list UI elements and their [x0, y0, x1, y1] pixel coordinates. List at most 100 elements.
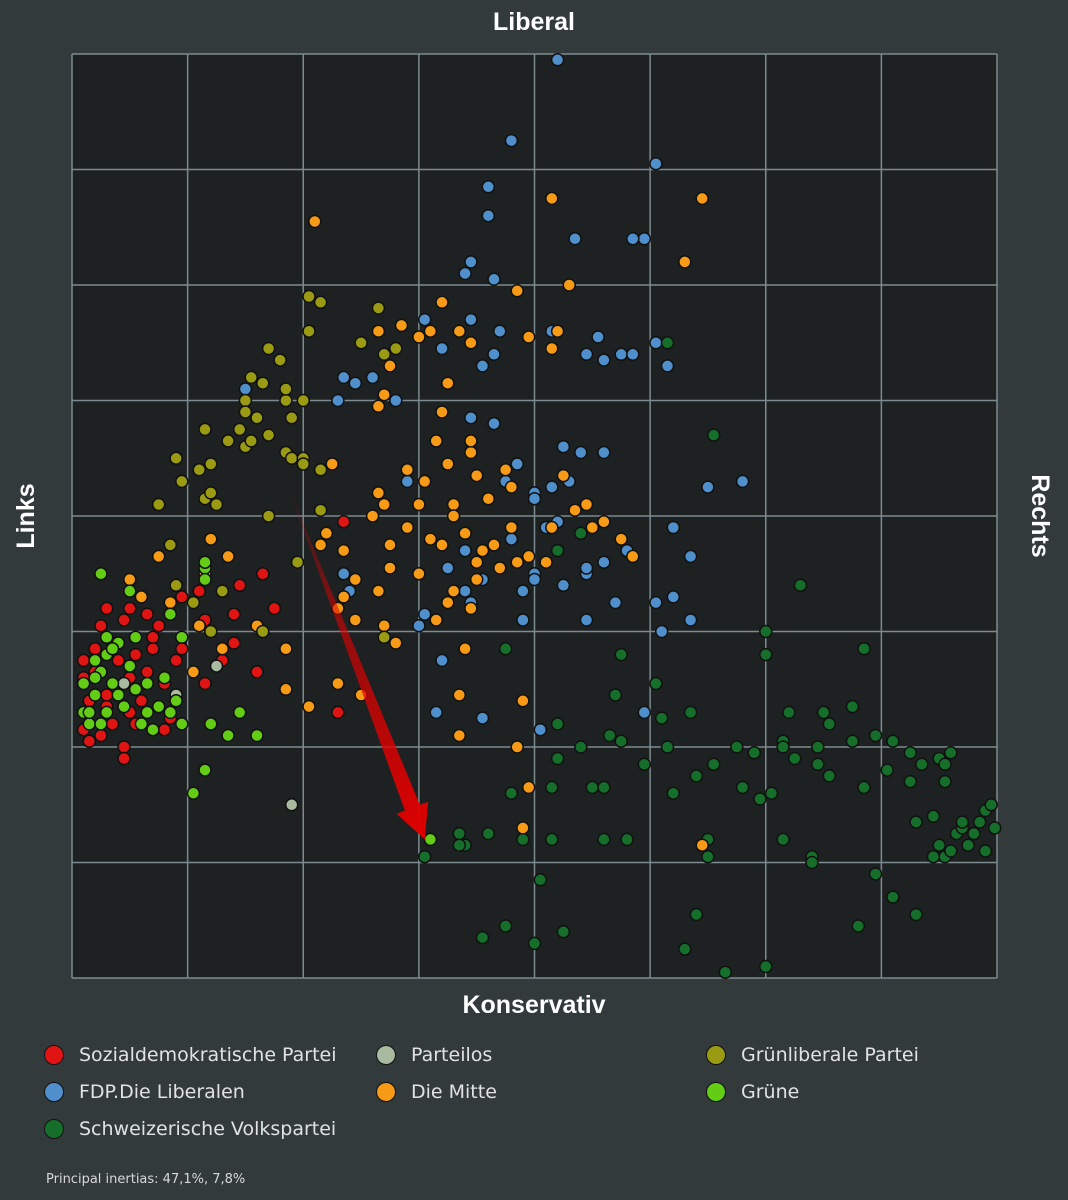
data-point-glp[interactable]: [192, 463, 206, 477]
data-point-fdp[interactable]: [533, 722, 548, 737]
data-point-glp[interactable]: [377, 347, 391, 362]
data-point-mitte[interactable]: [469, 468, 484, 483]
data-point-mitte[interactable]: [441, 376, 455, 390]
data-point-mitte[interactable]: [389, 636, 403, 650]
data-point-svp[interactable]: [574, 526, 588, 541]
data-point-svp[interactable]: [533, 873, 548, 887]
data-point-glp[interactable]: [169, 578, 183, 593]
data-point-fdp[interactable]: [441, 561, 455, 575]
data-point-svp[interactable]: [706, 428, 721, 442]
data-point-gruene[interactable]: [198, 572, 212, 587]
data-point-mitte[interactable]: [545, 341, 559, 356]
data-point-mitte[interactable]: [435, 538, 449, 552]
data-point-mitte[interactable]: [371, 584, 386, 598]
data-point-sp[interactable]: [250, 665, 264, 679]
data-point-mitte[interactable]: [446, 509, 461, 523]
data-point-sp[interactable]: [117, 751, 131, 766]
data-point-svp[interactable]: [961, 838, 975, 852]
data-point-sp[interactable]: [99, 688, 114, 702]
data-point-svp[interactable]: [504, 786, 519, 800]
data-point-mitte[interactable]: [585, 520, 600, 535]
data-point-mitte[interactable]: [556, 468, 571, 483]
data-point-svp[interactable]: [811, 740, 825, 754]
data-point-mitte[interactable]: [371, 324, 386, 338]
data-point-gruene[interactable]: [163, 607, 178, 621]
data-point-fdp[interactable]: [579, 613, 594, 627]
data-point-fdp[interactable]: [597, 353, 611, 367]
data-point-svp[interactable]: [932, 838, 946, 852]
data-point-fdp[interactable]: [735, 474, 750, 489]
data-point-sp[interactable]: [227, 636, 241, 650]
data-point-mitte[interactable]: [516, 694, 530, 708]
data-point-fdp[interactable]: [481, 208, 496, 223]
data-point-gruene[interactable]: [423, 832, 438, 847]
data-point-fdp[interactable]: [527, 491, 542, 506]
data-point-svp[interactable]: [938, 757, 952, 772]
data-point-fdp[interactable]: [464, 255, 478, 269]
data-point-svp[interactable]: [637, 757, 652, 772]
data-point-fdp[interactable]: [683, 549, 698, 564]
data-point-sp[interactable]: [192, 584, 206, 598]
data-point-gruene[interactable]: [111, 688, 126, 702]
data-point-gruene[interactable]: [88, 688, 102, 702]
data-point-fdp[interactable]: [683, 613, 698, 627]
data-point-fdp[interactable]: [458, 584, 472, 598]
data-point-fdp[interactable]: [626, 347, 640, 362]
data-point-glp[interactable]: [232, 422, 247, 437]
data-point-sp[interactable]: [331, 705, 345, 720]
data-point-svp[interactable]: [857, 780, 871, 795]
data-point-mitte[interactable]: [469, 572, 484, 587]
data-point-svp[interactable]: [608, 688, 623, 702]
data-point-mitte[interactable]: [348, 572, 363, 587]
data-point-mitte[interactable]: [400, 520, 415, 535]
data-point-svp[interactable]: [759, 624, 773, 639]
data-point-fdp[interactable]: [429, 705, 443, 720]
data-point-glp[interactable]: [186, 595, 201, 610]
data-point-svp[interactable]: [955, 815, 970, 829]
legend-item-glp[interactable]: Grünliberale Partei: [706, 1044, 919, 1066]
data-point-mitte[interactable]: [464, 445, 478, 460]
data-point-fdp[interactable]: [649, 595, 663, 610]
data-point-svp[interactable]: [747, 746, 761, 760]
data-point-gruene[interactable]: [117, 699, 131, 714]
data-point-gruene[interactable]: [186, 786, 201, 800]
data-point-glp[interactable]: [256, 624, 270, 639]
data-point-gruene[interactable]: [146, 722, 160, 737]
data-point-svp[interactable]: [787, 751, 802, 766]
data-point-svp[interactable]: [759, 959, 773, 974]
data-point-fdp[interactable]: [475, 359, 490, 373]
data-point-sp[interactable]: [105, 717, 120, 731]
data-point-svp[interactable]: [753, 792, 767, 806]
data-point-sp[interactable]: [111, 653, 126, 668]
data-point-mitte[interactable]: [521, 780, 536, 795]
data-point-fdp[interactable]: [660, 359, 675, 373]
data-point-mitte[interactable]: [325, 457, 339, 471]
data-point-mitte[interactable]: [695, 838, 709, 852]
data-point-glp[interactable]: [313, 463, 328, 477]
data-point-svp[interactable]: [597, 832, 611, 847]
data-point-mitte[interactable]: [186, 665, 201, 679]
data-point-svp[interactable]: [660, 740, 675, 754]
data-point-svp[interactable]: [805, 855, 819, 870]
data-point-mitte[interactable]: [614, 532, 628, 546]
data-point-fdp[interactable]: [579, 561, 594, 575]
data-point-svp[interactable]: [452, 838, 467, 852]
data-point-sp[interactable]: [76, 653, 91, 668]
data-point-sp[interactable]: [151, 618, 166, 633]
data-point-gruene[interactable]: [198, 763, 212, 777]
data-point-pl[interactable]: [117, 676, 131, 691]
data-point-mitte[interactable]: [400, 463, 415, 477]
data-point-glp[interactable]: [389, 341, 403, 356]
data-point-sp[interactable]: [227, 607, 241, 621]
data-point-fdp[interactable]: [331, 393, 345, 408]
data-point-fdp[interactable]: [556, 439, 571, 454]
data-point-sp[interactable]: [267, 601, 282, 616]
data-point-sp[interactable]: [88, 642, 102, 656]
data-point-fdp[interactable]: [389, 393, 403, 408]
data-point-svp[interactable]: [793, 578, 808, 593]
data-point-fdp[interactable]: [493, 324, 507, 338]
data-point-gruene[interactable]: [76, 676, 91, 691]
data-point-fdp[interactable]: [458, 266, 472, 281]
data-point-glp[interactable]: [290, 555, 305, 569]
data-point-fdp[interactable]: [348, 376, 363, 390]
